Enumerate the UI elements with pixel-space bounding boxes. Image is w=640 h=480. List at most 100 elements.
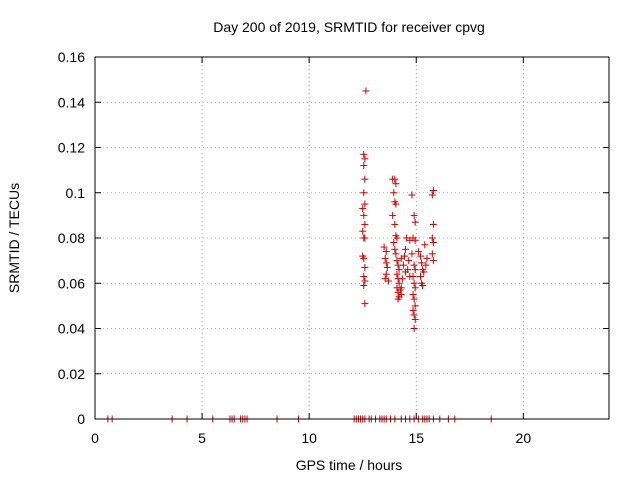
data-point [410, 295, 418, 303]
data-point [391, 220, 399, 228]
x-axis-ticks: 0 5 10 15 20 [91, 57, 531, 446]
data-point [410, 279, 418, 287]
data-point [411, 302, 419, 310]
data-point [428, 250, 436, 258]
data-point [418, 259, 426, 267]
data-point [361, 234, 369, 242]
data-point [399, 261, 407, 269]
y-tick-label: 0.1 [66, 185, 86, 201]
data-point [404, 266, 412, 274]
data-point [360, 272, 368, 280]
data-point [395, 266, 403, 274]
data-point [409, 291, 417, 299]
data-point [382, 248, 390, 256]
y-tick-label: 0.12 [58, 140, 85, 156]
y-tick-label: 0.16 [58, 49, 85, 65]
x-tick-label: 10 [301, 430, 317, 446]
y-tick-label: 0.04 [58, 321, 85, 337]
data-point [360, 254, 368, 262]
plot-frame [94, 56, 610, 420]
data-point [389, 211, 397, 219]
y-tick-label: 0.08 [58, 230, 85, 246]
data-point [423, 254, 431, 262]
data-point [411, 284, 419, 292]
data-point [402, 245, 410, 253]
data-point [411, 266, 419, 274]
data-point [408, 250, 416, 258]
data-point [429, 239, 437, 247]
data-point [422, 261, 430, 269]
y-tick-label: 0.14 [58, 94, 85, 110]
grid-lines [95, 57, 609, 419]
data-point [361, 300, 369, 308]
data-point [429, 257, 437, 265]
data-point [411, 218, 419, 226]
data-point [359, 227, 367, 235]
data-point [419, 282, 427, 290]
data-point [382, 270, 390, 278]
data-point [393, 270, 401, 278]
data-point [395, 279, 403, 287]
data-point [410, 211, 418, 219]
data-point [380, 243, 388, 251]
x-tick-label: 5 [198, 430, 206, 446]
data-point [393, 234, 401, 242]
x-tick-label: 20 [516, 430, 532, 446]
data-point [393, 257, 401, 265]
data-point [390, 239, 398, 247]
y-tick-label: 0 [77, 411, 85, 427]
data-point [383, 263, 391, 271]
data-point [360, 211, 368, 219]
data-point [392, 180, 400, 188]
data-point [410, 311, 418, 319]
data-point [411, 236, 419, 244]
data-point [360, 150, 368, 158]
data-point [405, 257, 413, 265]
data-point [408, 191, 416, 199]
data-point [409, 306, 417, 314]
data-point [417, 272, 425, 280]
data-point [397, 284, 405, 292]
data-point [391, 245, 399, 253]
data-point [429, 186, 437, 194]
data-point [384, 277, 392, 285]
data-point [359, 205, 367, 213]
data-point [361, 200, 369, 208]
data-point [409, 272, 417, 280]
x-axis-label: GPS time / hours [296, 457, 403, 473]
data-point [360, 189, 368, 197]
data-point [391, 175, 399, 183]
data-point [360, 162, 368, 170]
data-point [360, 282, 368, 290]
data-point [421, 241, 429, 249]
data-point [410, 325, 418, 332]
chart-title: Day 200 of 2019, SRMTID for receiver cpv… [213, 19, 485, 35]
data-point [362, 87, 370, 95]
data-point [361, 277, 369, 285]
data-point [392, 250, 400, 258]
data-point [428, 191, 436, 199]
data-point [361, 220, 369, 228]
x-tick-label: 15 [408, 430, 424, 446]
data-point [400, 252, 408, 260]
y-tick-label: 0.06 [58, 275, 85, 291]
data-point [417, 252, 425, 260]
data-point [361, 155, 369, 163]
data-point [361, 175, 369, 183]
data-point [398, 275, 406, 283]
data-point [394, 295, 402, 303]
data-point [429, 220, 437, 228]
data-point [420, 268, 428, 276]
y-tick-label: 0.02 [58, 366, 85, 382]
data-point [361, 263, 369, 271]
data-point [410, 261, 418, 269]
y-axis-ticks: 0 0.02 0.04 0.06 0.08 0.1 0.12 0.14 0.16 [58, 49, 609, 427]
data-point [390, 189, 398, 197]
x-tick-label: 0 [91, 430, 99, 446]
data-point [411, 315, 419, 323]
data-point [392, 200, 400, 208]
data-point [382, 259, 390, 267]
data-point [414, 248, 422, 256]
